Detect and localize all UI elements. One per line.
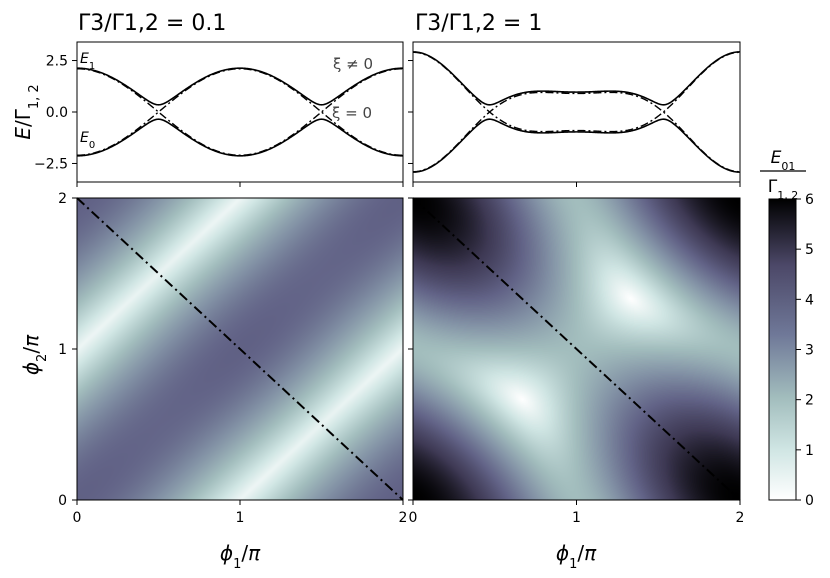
colorbar-tick-label: 5 [805, 242, 814, 258]
panel-frame [412, 41, 741, 183]
xlabel-phi1-left: ϕ1/π [220, 541, 261, 572]
colorbar-tick-label: 4 [805, 292, 814, 308]
ytick-label: 1 [58, 342, 67, 358]
annotation-xi-nonzero: ξ ≠ 0 [333, 55, 373, 73]
xlabel-phi1-right: ϕ1/π [556, 541, 597, 572]
xtick-label: 1 [236, 510, 245, 526]
ytick-label: 0 [58, 493, 67, 509]
ylabel-energy: E/Γ1, 2 [11, 84, 42, 139]
colorbar-tick-label: 3 [805, 343, 814, 359]
title-right: Γ3/Γ1,2 = 1 [415, 11, 542, 36]
xtick-label: 0 [409, 510, 418, 526]
colorbar-tick-label: 2 [805, 393, 814, 409]
panel-energy-left: −2.50.02.5 E1 E0 ξ ≠ 0 ξ = 0 [34, 41, 404, 187]
series-xi-zero-b [77, 68, 403, 156]
colorbar-tick-label: 0 [805, 493, 814, 509]
annotation-E0: E0 [80, 130, 95, 151]
panel-heatmap-left: 0 1 2 0 1 2 [58, 191, 407, 526]
ytick-label: 0.0 [46, 105, 68, 121]
xtick-label: 0 [73, 510, 82, 526]
colorbar-label-denominator: Γ1, 2 [768, 177, 798, 202]
ytick-label: 2.5 [46, 54, 68, 70]
series-xi-nonzero-upper [413, 51, 740, 106]
series-xi-zero-b [413, 91, 740, 173]
ylabel-phi2: ϕ2/π [19, 334, 50, 375]
series-xi-zero-a [77, 68, 403, 156]
annotation-xi-zero: ξ = 0 [332, 104, 372, 122]
panel-heatmap-right: 0 1 2 [408, 197, 745, 526]
panel-energy-right [408, 41, 741, 187]
colorbar-tick-label: 1 [805, 443, 814, 459]
colorbar-gradient [768, 198, 797, 501]
title-left: Γ3/Γ1,2 = 0.1 [78, 11, 226, 36]
xtick-label: 1 [572, 510, 581, 526]
xtick-label: 2 [736, 510, 745, 526]
colorbar: E01 Γ1, 2 0 1 2 3 4 5 6 [760, 148, 814, 509]
colorbar-label-numerator: E01 [771, 148, 796, 173]
ytick-label: 2 [58, 191, 67, 207]
series-xi-nonzero-lower [413, 118, 740, 173]
xtick-label: 2 [399, 510, 408, 526]
ytick-label: −2.5 [34, 156, 68, 172]
diagonal-line [412, 197, 741, 501]
colorbar-tick-label: 6 [805, 192, 814, 208]
diagonal-line [76, 197, 404, 501]
series-xi-zero-a [413, 51, 740, 133]
